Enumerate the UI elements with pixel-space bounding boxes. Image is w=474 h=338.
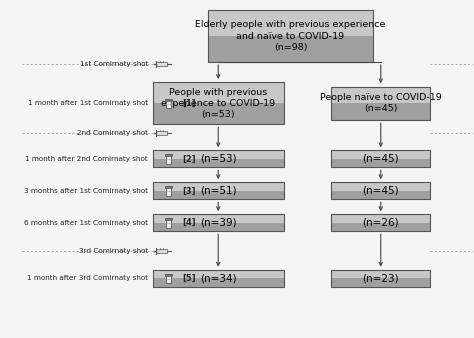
FancyBboxPatch shape xyxy=(331,159,430,167)
FancyBboxPatch shape xyxy=(331,183,430,191)
FancyBboxPatch shape xyxy=(153,270,283,279)
Text: [2]: [2] xyxy=(182,154,196,163)
Text: (n=39): (n=39) xyxy=(200,218,237,228)
Text: 1 month after 3rd Comirnaty shot: 1 month after 3rd Comirnaty shot xyxy=(27,275,148,282)
FancyBboxPatch shape xyxy=(153,159,283,167)
FancyBboxPatch shape xyxy=(331,279,430,287)
Text: 1st Comirnaty shot: 1st Comirnaty shot xyxy=(80,61,148,67)
Text: (n=23): (n=23) xyxy=(363,273,399,283)
Text: 1 month after 1st Comirnaty shot: 1 month after 1st Comirnaty shot xyxy=(28,100,148,106)
FancyBboxPatch shape xyxy=(331,150,430,159)
Text: 3rd Comirnaty shot: 3rd Comirnaty shot xyxy=(79,248,148,254)
FancyBboxPatch shape xyxy=(331,87,430,103)
FancyBboxPatch shape xyxy=(153,82,283,103)
Text: (n=53): (n=53) xyxy=(200,154,237,164)
FancyBboxPatch shape xyxy=(166,218,171,228)
Text: 3 months after 1st Comirnaty shot: 3 months after 1st Comirnaty shot xyxy=(24,188,148,194)
Text: (n=34): (n=34) xyxy=(200,273,237,283)
Text: (n=26): (n=26) xyxy=(363,218,399,228)
Text: 1 month after 2nd Comirnaty shot: 1 month after 2nd Comirnaty shot xyxy=(26,156,148,162)
FancyBboxPatch shape xyxy=(153,103,283,124)
FancyBboxPatch shape xyxy=(165,218,172,220)
Text: Elderly people with previous experience
and naïve to COVID-19
(n=98): Elderly people with previous experience … xyxy=(195,20,386,52)
FancyBboxPatch shape xyxy=(153,223,283,231)
FancyBboxPatch shape xyxy=(156,62,167,66)
FancyBboxPatch shape xyxy=(166,273,171,283)
FancyBboxPatch shape xyxy=(331,191,430,199)
Text: [5]: [5] xyxy=(182,274,196,283)
FancyBboxPatch shape xyxy=(165,154,172,156)
FancyBboxPatch shape xyxy=(331,103,430,120)
FancyBboxPatch shape xyxy=(165,273,172,276)
FancyBboxPatch shape xyxy=(208,10,373,36)
FancyBboxPatch shape xyxy=(208,36,373,62)
Text: 2nd Comirnaty shot: 2nd Comirnaty shot xyxy=(77,130,148,136)
Text: [4]: [4] xyxy=(182,218,196,227)
FancyBboxPatch shape xyxy=(153,279,283,287)
Text: [3]: [3] xyxy=(182,186,196,195)
Text: (n=45): (n=45) xyxy=(363,186,399,196)
FancyBboxPatch shape xyxy=(165,186,172,189)
Text: (n=51): (n=51) xyxy=(200,186,237,196)
FancyBboxPatch shape xyxy=(331,223,430,231)
Text: People naïve to COVID-19
(n=45): People naïve to COVID-19 (n=45) xyxy=(320,93,442,114)
FancyBboxPatch shape xyxy=(166,154,171,164)
FancyBboxPatch shape xyxy=(156,131,167,135)
Text: (n=45): (n=45) xyxy=(363,154,399,164)
FancyBboxPatch shape xyxy=(331,214,430,223)
FancyBboxPatch shape xyxy=(156,249,167,253)
Text: 6 months after 1st Comirnaty shot: 6 months after 1st Comirnaty shot xyxy=(24,220,148,226)
Text: People with previous
experience to COVID-19
(n=53): People with previous experience to COVID… xyxy=(161,88,275,119)
FancyBboxPatch shape xyxy=(165,98,172,101)
FancyBboxPatch shape xyxy=(153,214,283,223)
FancyBboxPatch shape xyxy=(166,186,171,196)
FancyBboxPatch shape xyxy=(166,98,171,108)
FancyBboxPatch shape xyxy=(153,191,283,199)
FancyBboxPatch shape xyxy=(153,183,283,191)
Text: [1]: [1] xyxy=(182,99,196,108)
FancyBboxPatch shape xyxy=(153,150,283,159)
FancyBboxPatch shape xyxy=(331,270,430,279)
